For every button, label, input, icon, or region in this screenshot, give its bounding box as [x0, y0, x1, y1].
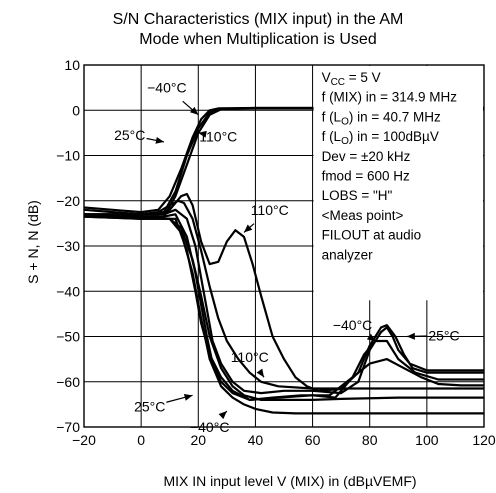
annotation-label: 25°C — [134, 399, 165, 415]
condition-line: VCC = 5 V — [322, 70, 381, 88]
x-tick-label: 80 — [362, 432, 378, 448]
y-tick-label: 0 — [72, 102, 80, 118]
series-line — [83, 215, 484, 415]
annotations: −40°C 25°C 110°C 110°C −40°C 25°C 110°C 25°C −40… — [114, 80, 460, 435]
conditions-panel — [313, 66, 483, 301]
annotation-label: 25°C — [428, 328, 459, 344]
arrow-head — [189, 106, 199, 115]
annotation-label: −40°C — [190, 419, 229, 435]
y-tick-label: −50 — [56, 329, 80, 345]
annotation-label: 110°C — [251, 202, 289, 218]
arrow-head — [198, 130, 207, 138]
arrow-head — [183, 393, 193, 401]
chart-title: S/N Characteristics (MIX input) in the A… — [113, 11, 404, 48]
condition-line: f (MIX) in = 314.9 MHz — [322, 90, 458, 105]
annotation-label: −40°C — [147, 80, 186, 96]
series-line — [83, 213, 484, 401]
x-tick-label: 120 — [472, 432, 496, 448]
y-tick-label: −10 — [56, 148, 80, 164]
chart-title-line-1: S/N Characteristics (MIX input) in the A… — [113, 11, 404, 28]
y-tick-label: −30 — [56, 238, 80, 254]
annotation-label: 110°C — [199, 128, 237, 144]
y-tick-label: −20 — [56, 193, 80, 209]
chart-title-line-2: Mode when Multiplication is Used — [139, 31, 376, 48]
arrow-head — [218, 411, 227, 420]
arrow-head — [256, 368, 264, 378]
x-tick-label: 100 — [415, 432, 439, 448]
condition-line: f (LO) in = 100dBµV — [322, 129, 439, 147]
y-tick-label: −40 — [56, 283, 80, 299]
y-tick-label: −70 — [56, 419, 80, 435]
condition-line: FILOUT at audio — [322, 228, 422, 243]
condition-line: <Meas point> — [322, 208, 404, 223]
x-axis-label: MIX IN input level V (MIX) in (dBµVEMF) — [163, 473, 416, 489]
condition-line: LOBS = "H" — [322, 188, 393, 203]
annotation-label: 25°C — [114, 127, 145, 143]
arrow-head — [406, 332, 415, 340]
plot-frame — [83, 64, 485, 428]
annotation-label: −40°C — [333, 317, 372, 333]
series-line — [84, 199, 484, 390]
x-tick-label: 0 — [137, 432, 145, 448]
arrow-head — [366, 333, 376, 342]
x-tick-label: 60 — [305, 432, 321, 448]
y-tick-label: 10 — [64, 57, 80, 73]
arrow-head — [244, 224, 253, 233]
annotation-label: 110°C — [231, 349, 269, 365]
condition-line: analyzer — [322, 247, 374, 262]
x-tick-label: 40 — [248, 432, 264, 448]
arrow-head — [155, 136, 164, 144]
y-axis-label: S + N, N (dB) — [25, 200, 41, 284]
tick-labels: −20 0 20 40 60 80 100 120100−10−20−30−40−50−60−… — [56, 57, 496, 448]
series-group — [83, 106, 484, 415]
conditions-box: VCC = 5 V f (MIX) in = 314.9 MHz f (LO) in… — [313, 66, 483, 301]
condition-line: f (LO) in = 40.7 MHz — [322, 109, 441, 127]
x-tick-label: 20 — [190, 432, 206, 448]
series-line — [84, 208, 484, 395]
y-tick-label: −60 — [56, 374, 80, 390]
condition-line: fmod = 600 Hz — [322, 169, 410, 184]
condition-line: Dev = ±20 kHz — [322, 149, 411, 164]
x-tick-label: −20 — [72, 432, 96, 448]
